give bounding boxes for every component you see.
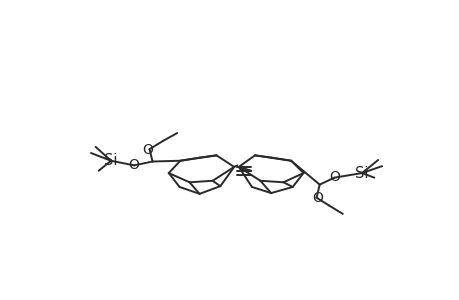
Text: O: O xyxy=(312,191,323,206)
Text: O: O xyxy=(129,158,139,172)
Text: Si: Si xyxy=(104,153,118,168)
Text: Si: Si xyxy=(354,166,368,181)
Text: O: O xyxy=(328,170,339,184)
Text: O: O xyxy=(142,143,153,157)
